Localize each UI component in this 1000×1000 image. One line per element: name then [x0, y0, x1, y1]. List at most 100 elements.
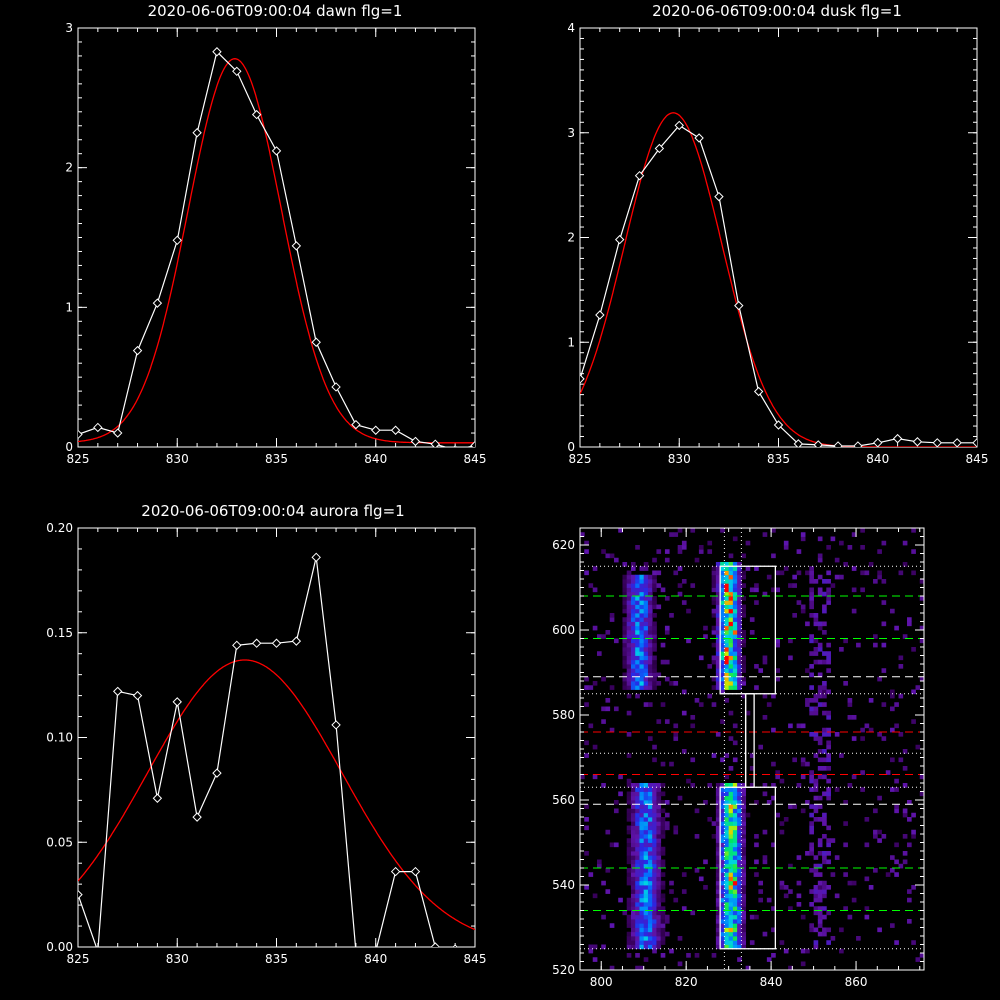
- heatmap-cell: [826, 795, 831, 801]
- heatmap-cell: [677, 528, 683, 533]
- heatmap-cell: [741, 583, 747, 588]
- heatmap-cell: [783, 885, 789, 890]
- heatmap-cell: [622, 651, 628, 656]
- heatmap-cell: [732, 676, 738, 682]
- heatmap-cell: [643, 829, 649, 835]
- heatmap-cell: [732, 800, 738, 805]
- heatmap-cell: [720, 855, 725, 860]
- heatmap-cell: [626, 625, 632, 631]
- heatmap-cell: [686, 953, 691, 958]
- heatmap-y-tick-label: 520: [552, 963, 575, 977]
- heatmap-cell: [669, 761, 674, 767]
- heatmap-cell: [728, 940, 734, 945]
- heatmap-cell: [732, 872, 738, 877]
- heatmap-cell: [728, 591, 734, 597]
- heatmap-cell: [715, 804, 721, 809]
- heatmap-cell: [613, 808, 619, 814]
- heatmap-cell: [851, 736, 857, 741]
- heatmap-cell: [660, 953, 666, 958]
- heatmap-cell: [732, 876, 738, 882]
- heatmap-cell: [652, 872, 657, 877]
- heatmap-cell: [626, 672, 632, 678]
- heatmap-cell: [809, 774, 814, 780]
- dusk-x-tick-label: 835: [767, 452, 790, 466]
- heatmap-cell: [639, 817, 645, 822]
- heatmap-cell: [732, 757, 738, 763]
- heatmap-cell: [737, 566, 742, 571]
- heatmap-cell: [741, 608, 747, 614]
- heatmap-cell: [847, 715, 853, 720]
- heatmap-cell: [622, 638, 628, 644]
- heatmap-cell: [669, 681, 674, 686]
- heatmap-cell: [839, 927, 844, 933]
- heatmap-cell: [618, 528, 623, 533]
- aurora-data-point: [232, 640, 242, 651]
- heatmap-cell: [652, 587, 657, 593]
- heatmap-cell: [660, 885, 666, 890]
- heatmap-cell: [630, 625, 636, 631]
- heatmap-cell: [851, 880, 857, 886]
- heatmap-cell: [741, 800, 747, 805]
- heatmap-cell: [643, 685, 649, 690]
- heatmap-cell: [826, 753, 831, 758]
- heatmap-cell: [647, 868, 653, 873]
- heatmap-cell: [728, 710, 734, 716]
- heatmap-cell: [626, 676, 632, 682]
- heatmap-cell: [762, 659, 768, 665]
- dawn-x-tick-label: 825: [67, 452, 90, 466]
- heatmap-cell: [580, 532, 585, 537]
- heatmap-cell: [720, 944, 725, 950]
- heatmap-cell: [715, 931, 721, 937]
- heatmap-cell: [737, 668, 742, 673]
- heatmap-cell: [715, 927, 721, 933]
- heatmap-cell: [630, 659, 636, 665]
- heatmap-cell: [826, 825, 831, 831]
- heatmap-cell: [902, 808, 908, 814]
- heatmap-cell: [626, 651, 632, 656]
- heatmap-cell: [894, 778, 899, 784]
- heatmap-cell: [626, 906, 632, 911]
- heatmap-cell: [813, 638, 819, 644]
- heatmap-cell: [639, 681, 645, 686]
- heatmap-cell: [656, 910, 662, 916]
- heatmap-cell: [639, 965, 645, 970]
- heatmap-cell: [728, 613, 734, 618]
- heatmap-cell: [715, 617, 721, 622]
- heatmap-cell: [724, 880, 730, 886]
- dusk-data-point: [952, 438, 962, 447]
- heatmap-cell: [771, 553, 776, 559]
- heatmap-cell: [652, 851, 657, 856]
- heatmap-cell: [647, 579, 653, 584]
- heatmap-cell: [643, 936, 649, 941]
- heatmap-cell: [660, 829, 666, 835]
- heatmap-cell: [788, 655, 793, 661]
- heatmap-cell: [728, 855, 734, 860]
- heatmap-cell: [724, 872, 730, 877]
- heatmap-cell: [635, 647, 640, 652]
- heatmap-cell: [834, 574, 840, 580]
- heatmap-cell: [864, 842, 870, 848]
- heatmap-cell: [724, 910, 730, 916]
- aurora-data-point: [97, 946, 99, 947]
- heatmap-cell: [813, 651, 819, 656]
- heatmap-cell: [630, 944, 636, 950]
- heatmap-cell: [779, 570, 785, 576]
- heatmap-cell: [728, 681, 734, 686]
- aurora-data-point: [152, 793, 163, 803]
- heatmap-cell: [643, 672, 649, 678]
- heatmap-cell: [626, 583, 632, 588]
- heatmap-cell: [622, 634, 628, 639]
- heatmap-cell: [894, 787, 899, 792]
- heatmap-cell: [635, 596, 640, 601]
- heatmap-cell: [741, 897, 747, 903]
- heatmap-cell: [643, 562, 649, 567]
- heatmap-cell: [737, 885, 742, 890]
- heatmap-cell: [635, 804, 640, 809]
- heatmap-cell: [664, 676, 670, 682]
- heatmap-cell: [635, 842, 640, 848]
- heatmap-cell: [647, 906, 653, 911]
- dusk-data-point: [614, 234, 625, 245]
- heatmap-cell: [647, 855, 653, 860]
- heatmap-cell: [732, 596, 738, 601]
- heatmap-y-tick-label: 580: [552, 708, 575, 722]
